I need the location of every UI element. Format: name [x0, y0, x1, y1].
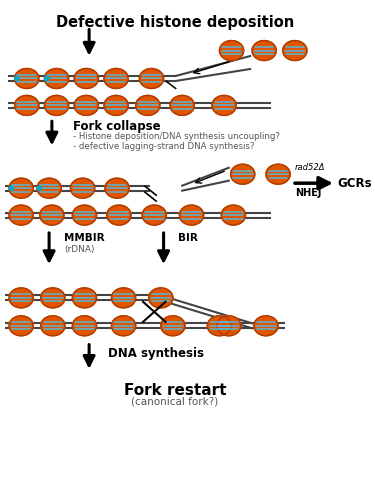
Ellipse shape: [149, 288, 173, 308]
Ellipse shape: [105, 178, 129, 198]
Text: NHEJ: NHEJ: [295, 188, 321, 198]
Ellipse shape: [161, 316, 185, 336]
Ellipse shape: [74, 96, 98, 116]
Ellipse shape: [283, 40, 307, 60]
Ellipse shape: [9, 186, 13, 190]
Text: (rDNA): (rDNA): [64, 245, 94, 254]
Ellipse shape: [15, 96, 39, 116]
Ellipse shape: [9, 288, 33, 308]
Ellipse shape: [45, 96, 69, 116]
Text: - Histone deposition/DNA synthesis uncoupling?: - Histone deposition/DNA synthesis uncou…: [73, 132, 280, 141]
Ellipse shape: [252, 40, 276, 60]
Text: BIR: BIR: [177, 233, 197, 243]
Text: rad52Δ: rad52Δ: [295, 163, 326, 172]
Ellipse shape: [207, 316, 231, 336]
Text: Fork collapse: Fork collapse: [73, 120, 161, 134]
Ellipse shape: [107, 205, 131, 225]
Ellipse shape: [217, 316, 241, 336]
Ellipse shape: [45, 76, 49, 80]
Ellipse shape: [212, 96, 236, 116]
Ellipse shape: [41, 316, 65, 336]
Ellipse shape: [219, 40, 244, 60]
Text: Fork restart: Fork restart: [123, 382, 226, 398]
Ellipse shape: [9, 178, 33, 198]
Ellipse shape: [9, 316, 33, 336]
Text: - defective lagging-strand DNA synthesis?: - defective lagging-strand DNA synthesis…: [73, 142, 255, 152]
Ellipse shape: [74, 68, 98, 88]
Ellipse shape: [15, 76, 19, 80]
Text: GCRs: GCRs: [338, 176, 372, 190]
Ellipse shape: [104, 68, 128, 88]
Ellipse shape: [254, 316, 278, 336]
Ellipse shape: [72, 316, 97, 336]
Text: MMBIR: MMBIR: [64, 233, 105, 243]
Ellipse shape: [72, 288, 97, 308]
Ellipse shape: [45, 68, 69, 88]
Ellipse shape: [136, 96, 160, 116]
Ellipse shape: [37, 178, 61, 198]
Ellipse shape: [72, 205, 97, 225]
Ellipse shape: [179, 205, 204, 225]
Ellipse shape: [70, 178, 95, 198]
Ellipse shape: [221, 205, 246, 225]
Ellipse shape: [111, 288, 136, 308]
Ellipse shape: [40, 205, 64, 225]
Ellipse shape: [111, 316, 136, 336]
Text: DNA synthesis: DNA synthesis: [108, 346, 204, 360]
Ellipse shape: [266, 164, 290, 184]
Ellipse shape: [170, 96, 194, 116]
Text: (canonical fork?): (canonical fork?): [131, 396, 218, 406]
Ellipse shape: [104, 96, 128, 116]
Ellipse shape: [142, 205, 166, 225]
Ellipse shape: [140, 68, 164, 88]
Text: Defective histone deposition: Defective histone deposition: [56, 14, 294, 30]
Ellipse shape: [15, 68, 39, 88]
Ellipse shape: [231, 164, 255, 184]
Ellipse shape: [41, 288, 65, 308]
Ellipse shape: [9, 205, 33, 225]
Ellipse shape: [37, 186, 41, 190]
